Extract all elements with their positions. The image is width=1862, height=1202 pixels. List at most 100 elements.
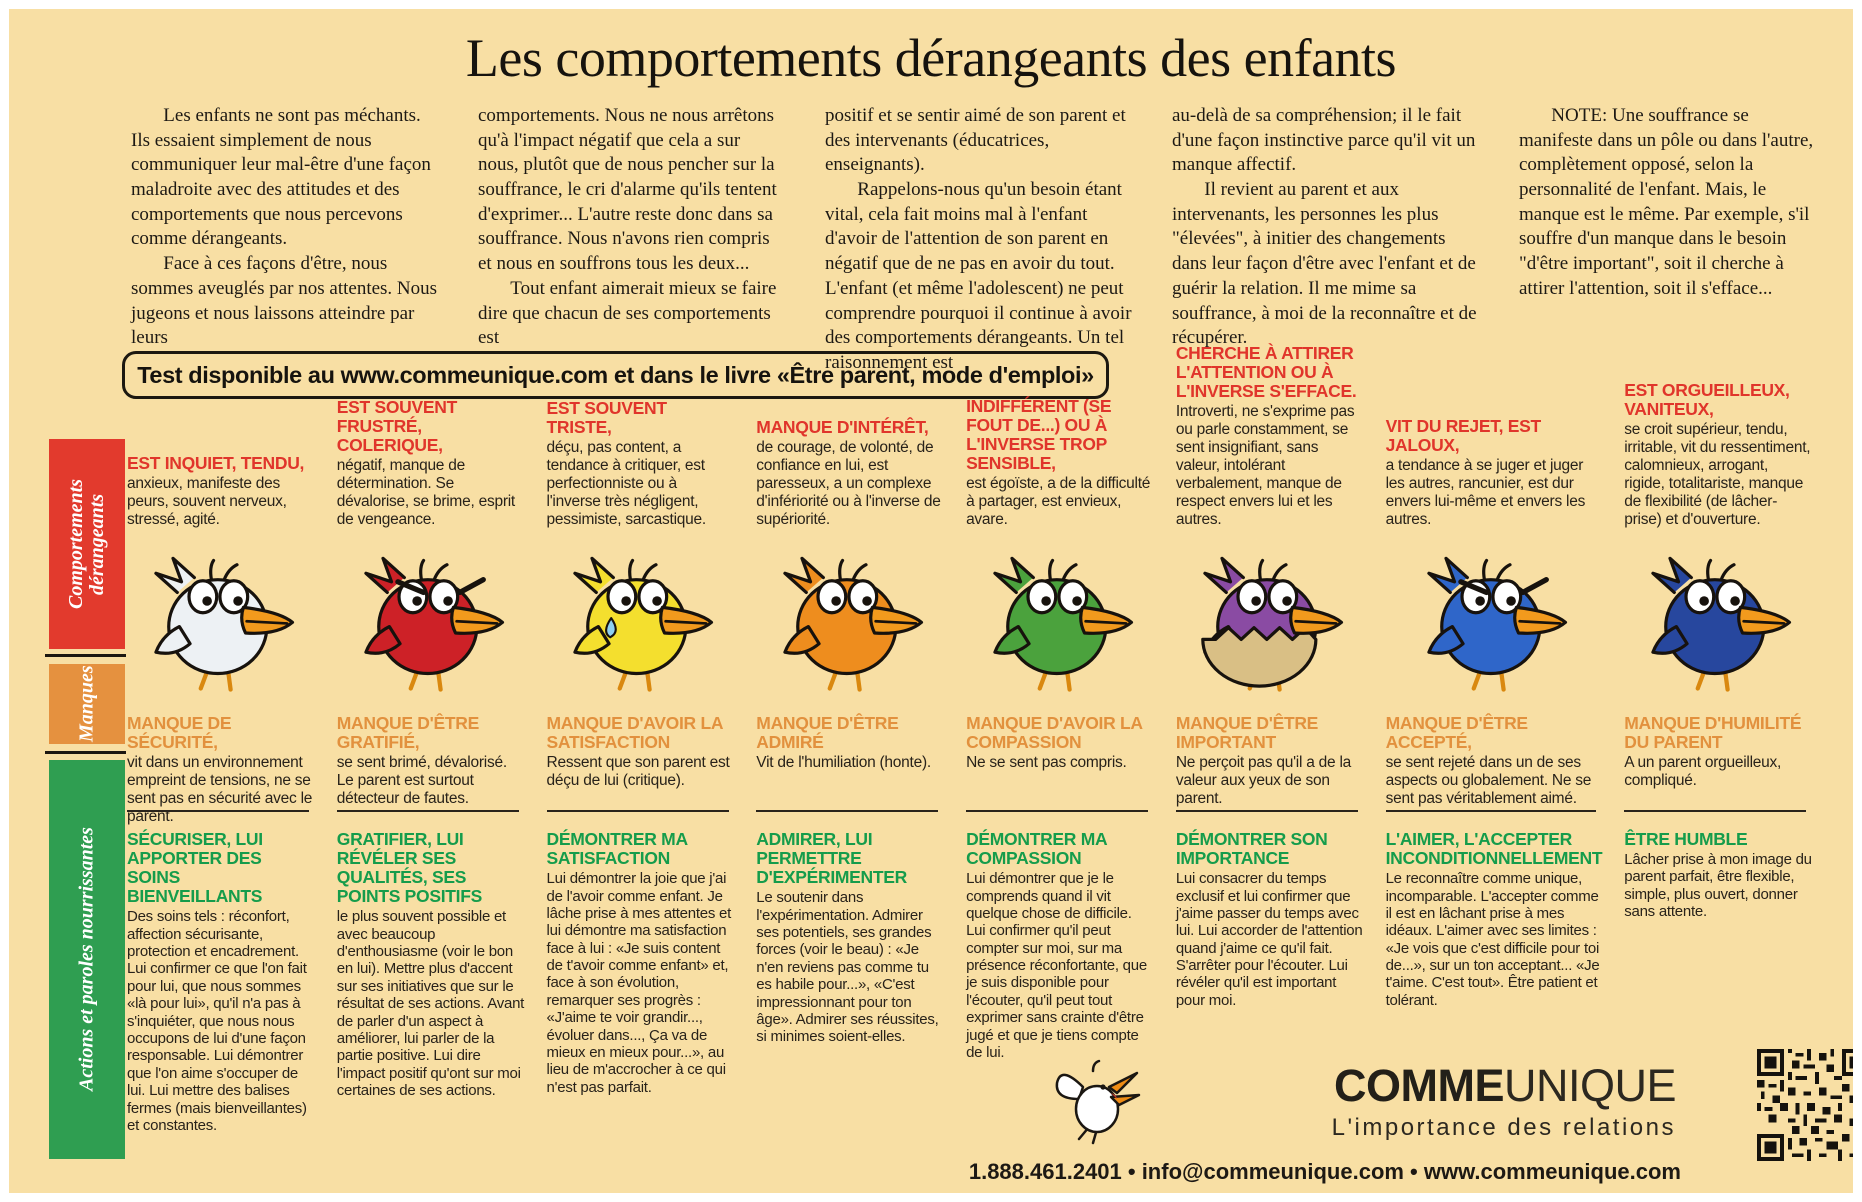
qr-code	[1757, 1049, 1853, 1161]
column-divider	[1624, 810, 1807, 812]
intro-paragraph: Il revient au parent et aux intervenants…	[1172, 179, 1477, 349]
action-desc: Le reconnaître comme unique, incomparabl…	[1385, 870, 1600, 1009]
brand-wordmark-bold: COMME	[1333, 1060, 1505, 1111]
lack-desc: Ne se sent pas compris.	[966, 754, 1127, 772]
behavior-column-8: EST ORGUEILLEUX, VANITEUX, se croit supé…	[1624, 359, 1812, 1134]
behavior-title: EST INQUIET, TENDU,	[127, 453, 305, 474]
character-grid: EST INQUIET, TENDU, anxieux, manifeste d…	[127, 343, 1812, 1134]
bird-icon	[1414, 537, 1574, 697]
lack-desc: vit dans un environnement empreint de te…	[127, 754, 313, 826]
rail-label-actions: Actions et paroles nourrissantes	[49, 760, 125, 1159]
bird-icon	[980, 537, 1140, 697]
behavior-desc: de courage, de volonté, de confiance en …	[756, 439, 941, 529]
intro-paragraph: Face à ces façons d'être, nous sommes av…	[131, 253, 438, 349]
bird-illustration	[756, 529, 944, 714]
column-divider	[546, 810, 729, 812]
bird-illustration	[127, 529, 315, 714]
column-divider	[1385, 810, 1596, 812]
behavior-column-4: MANQUE D'INTÉRÊT, de courage, de volonté…	[756, 359, 944, 1134]
lack-title: MANQUE DE SÉCURITÉ,	[127, 713, 232, 753]
intro-column-3: positif et se sentir aimé de son parent …	[825, 104, 1132, 376]
brand-tagline: L'importance des relations	[1331, 1114, 1676, 1141]
column-divider	[127, 810, 310, 812]
behavior-column-3: EST SOUVENT TRISTE, déçu, pas content, a…	[546, 359, 735, 1134]
intro-paragraph: au-delà de sa compréhension; il le fait …	[1172, 105, 1476, 176]
bird-icon	[351, 537, 511, 697]
action-title: DÉMONTRER SON IMPORTANCE	[1175, 829, 1328, 869]
rail-label-behaviors: Comportements dérangeants	[49, 439, 125, 649]
behavior-column-1: EST INQUIET, TENDU, anxieux, manifeste d…	[127, 359, 315, 1134]
behavior-desc: négatif, manque de détermination. Se dév…	[336, 457, 515, 529]
action-desc: le plus souvent possible et avec beaucou…	[336, 908, 525, 1100]
action-title: DÉMONTRER MA COMPASSION	[966, 829, 1107, 869]
brand-block: COMMEUNIQUE L'importance des relations	[1331, 1060, 1677, 1142]
behavior-title: INDIFFÉRENT (SE FOUT DE...) OU À L'INVER…	[966, 395, 1112, 474]
brand-bird-icon	[1055, 1059, 1141, 1145]
column-divider	[336, 810, 519, 812]
availability-banner: Test disponible au www.commeunique.com e…	[122, 351, 1109, 399]
behavior-title: CHERCHE À ATTIRER L'ATTENTION OU À L'INV…	[1175, 343, 1357, 402]
action-desc: Lui consacrer du temps exclusif et lui c…	[1175, 870, 1363, 1009]
brand-wordmark: COMMEUNIQUE	[1332, 1060, 1677, 1111]
bird-icon	[1638, 537, 1798, 697]
intro-note: NOTE: Une souffrance se manifeste dans u…	[1519, 105, 1814, 299]
bird-illustration	[1386, 529, 1603, 714]
behavior-desc: Introverti, ne s'exprime pas ou parle co…	[1175, 403, 1355, 529]
bird-icon	[560, 537, 720, 697]
lack-title: MANQUE D'ÊTRE GRATIFIÉ,	[336, 713, 480, 753]
lack-desc: Ne perçoit pas qu'il a de la valeur aux …	[1175, 754, 1352, 808]
action-desc: Des soins tels : réconfort, affection sé…	[127, 908, 307, 1134]
action-title: SÉCURISER, LUI APPORTER DES SOINS BIENVE…	[127, 829, 263, 907]
copyright-line: • Tous droits réservés Les Formations CO…	[1321, 1193, 1681, 1202]
intro-text: Les enfants ne sont pas méchants. Ils es…	[131, 104, 1826, 376]
behavior-column-5: INDIFFÉRENT (SE FOUT DE...) OU À L'INVER…	[966, 359, 1154, 1134]
page-title: Les comportements dérangeants des enfant…	[465, 28, 1397, 88]
intro-column-5: NOTE: Une souffrance se manifeste dans u…	[1519, 104, 1826, 376]
lack-desc: Ressent que son parent est déçu de lui (…	[546, 754, 730, 790]
behavior-column-6: CHERCHE À ATTIRER L'ATTENTION OU À L'INV…	[1175, 343, 1364, 1134]
behavior-column-2: EST SOUVENT FRUSTRÉ, COLERIQUE, négatif,…	[336, 359, 525, 1134]
behavior-desc: a tendance à se juger et juger les autre…	[1385, 457, 1586, 529]
lack-title: MANQUE D'ÊTRE ACCEPTÉ,	[1385, 713, 1529, 753]
bird-illustration	[966, 529, 1154, 714]
intro-column-2: comportements. Nous ne nous arrêtons qu'…	[478, 104, 785, 376]
action-desc: Lâcher prise à mon image du parent parfa…	[1624, 851, 1812, 921]
lack-title: MANQUE D'ÊTRE ADMIRÉ	[756, 713, 899, 753]
bird-icon	[1190, 537, 1350, 697]
action-title: GRATIFIER, LUI RÉVÉLER SES QUALITÉS, SES…	[336, 829, 483, 907]
action-desc: Le soutenir dans l'expérimentation. Admi…	[756, 889, 939, 1046]
action-title: ÊTRE HUMBLE	[1624, 829, 1748, 849]
behavior-title: VIT DU REJET, EST JALOUX,	[1385, 416, 1542, 456]
bird-icon	[141, 537, 301, 697]
action-title: DÉMONTRER MA SATISFACTION	[546, 829, 688, 869]
behavior-title: EST SOUVENT TRISTE,	[546, 398, 668, 438]
behavior-desc: se croit supérieur, tendu, irritable, vi…	[1624, 421, 1811, 529]
brand-wordmark-light: UNIQUE	[1503, 1060, 1677, 1111]
behavior-column-7: VIT DU REJET, EST JALOUX, a tendance à s…	[1385, 359, 1603, 1134]
intro-paragraph: comportements. Nous ne nous arrêtons qu'…	[478, 105, 777, 275]
lack-title: MANQUE D'ÊTRE IMPORTANT	[1175, 713, 1319, 753]
intro-paragraph: Rappelons-nous qu'un besoin étant vital,…	[825, 179, 1132, 373]
bird-illustration	[547, 529, 735, 714]
column-divider	[756, 810, 939, 812]
lack-title: MANQUE D'AVOIR LA SATISFACTION	[546, 713, 723, 753]
behavior-title: EST SOUVENT FRUSTRÉ, COLERIQUE,	[336, 396, 458, 456]
bird-illustration	[1176, 529, 1364, 714]
rail-label-lacks: Manques	[49, 664, 125, 744]
behavior-desc: déçu, pas content, a tendance à critique…	[546, 439, 707, 529]
action-desc: Lui démontrer que je le comprends quand …	[966, 870, 1147, 1062]
action-title: L'AIMER, L'ACCEPTER INCONDITIONNELLEMENT	[1385, 829, 1603, 869]
column-divider	[966, 810, 1149, 812]
lack-desc: se sent rejeté dans un de ses aspects ou…	[1385, 754, 1592, 808]
rail-divider	[45, 654, 126, 657]
bird-illustration	[337, 529, 525, 714]
behavior-desc: anxieux, manifeste des peurs, souvent ne…	[127, 475, 287, 529]
intro-column-4: au-delà de sa compréhension; il le fait …	[1172, 104, 1479, 376]
column-divider	[1175, 810, 1358, 812]
intro-paragraph: Tout enfant aimerait mieux se faire dire…	[478, 277, 777, 349]
lack-title: MANQUE D'AVOIR LA COMPASSION	[966, 713, 1143, 753]
lack-desc: A un parent orgueilleux, compliqué.	[1624, 754, 1782, 790]
behavior-title: MANQUE D'INTÉRÊT,	[756, 417, 929, 438]
action-desc: Lui démontrer la joie que j'ai de l'avoi…	[546, 870, 732, 1096]
